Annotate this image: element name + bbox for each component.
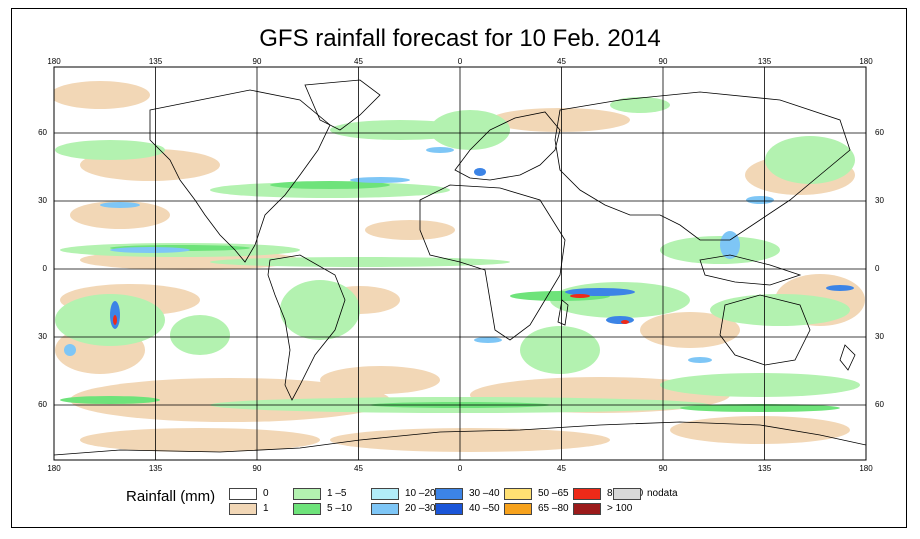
indonesia-outline [699, 254, 802, 286]
madagascar-outline [557, 299, 569, 326]
legend-label: 40 –50 [469, 503, 500, 514]
lon-tick-bottom: 180 [859, 464, 873, 473]
lon-tick-top: 180 [47, 57, 61, 66]
lat-tick-left: 60 [38, 400, 47, 409]
map-title: GFS rainfall forecast for 10 Feb. 2014 [259, 25, 661, 52]
lon-tick-top: 0 [457, 57, 463, 66]
lat-tick-right: 30 [875, 196, 884, 205]
lon-tick-bottom: 0 [457, 464, 463, 473]
lat-tick-right: 60 [875, 400, 884, 409]
legend-swatch [573, 503, 601, 515]
australia-outline [719, 294, 811, 366]
legend-label: 30 –40 [469, 488, 500, 499]
lat-tick-left: 0 [42, 264, 47, 273]
africa-outline [419, 184, 566, 341]
legend-label: 65 –80 [538, 503, 569, 514]
lon-tick-top: 180 [859, 57, 873, 66]
legend-label: 1 [263, 503, 269, 514]
asia-outline [554, 91, 851, 241]
lon-tick-top: 45 [557, 57, 566, 66]
legend-label: 50 –65 [538, 488, 569, 499]
greenland-outline [304, 79, 381, 131]
antarctica-outline [54, 421, 866, 456]
legend-swatch [371, 503, 399, 515]
legend-swatch [229, 503, 257, 515]
legend-title: Rainfall (mm) [126, 488, 216, 505]
lon-tick-bottom: 180 [47, 464, 61, 473]
legend-label: 1 –5 [327, 488, 347, 499]
legend-swatch [229, 488, 257, 500]
intense-rain-bands [64, 147, 854, 363]
lat-tick-right: 60 [875, 128, 884, 137]
legend-swatch [435, 488, 463, 500]
legend-label: > 100 [607, 503, 633, 514]
lon-tick-bottom: 90 [658, 464, 668, 473]
lon-tick-top: 90 [658, 57, 668, 66]
new-zealand-outline [839, 344, 856, 371]
graticule [54, 67, 866, 460]
lon-tick-top: 135 [148, 57, 163, 66]
legend-label: 20 –30 [405, 503, 436, 514]
lat-tick-right: 0 [875, 264, 880, 273]
lon-tick-bottom: 135 [148, 464, 163, 473]
legend-swatch [293, 488, 321, 500]
lat-tick-left: 30 [38, 332, 47, 341]
legend-label: 5 –10 [327, 503, 353, 514]
lon-tick-bottom: 90 [252, 464, 262, 473]
lat-tick-right: 30 [875, 332, 884, 341]
moderate-rain-bands [55, 97, 860, 413]
map-border [53, 66, 867, 461]
legend-swatch [435, 503, 463, 515]
south-america-outline [267, 254, 346, 401]
lon-tick-bottom: 45 [354, 464, 363, 473]
lon-tick-top: 45 [354, 57, 363, 66]
legend-swatch [504, 488, 532, 500]
lat-tick-left: 60 [38, 128, 47, 137]
lat-tick-left: 30 [38, 196, 47, 205]
continent-outlines [54, 79, 866, 456]
lon-tick-bottom: 45 [557, 464, 566, 473]
legend-swatch [371, 488, 399, 500]
legend-swatch [613, 488, 641, 500]
legend-label: 10 –20 [405, 488, 436, 499]
legend-label: nodata [647, 488, 678, 499]
lon-tick-bottom: 135 [757, 464, 772, 473]
legend-label: 0 [263, 488, 269, 499]
north-america-outline [149, 89, 331, 263]
legend-swatch [293, 503, 321, 515]
lon-tick-top: 90 [252, 57, 262, 66]
legend-swatch [504, 503, 532, 515]
legend-swatch [573, 488, 601, 500]
lon-tick-top: 135 [757, 57, 772, 66]
